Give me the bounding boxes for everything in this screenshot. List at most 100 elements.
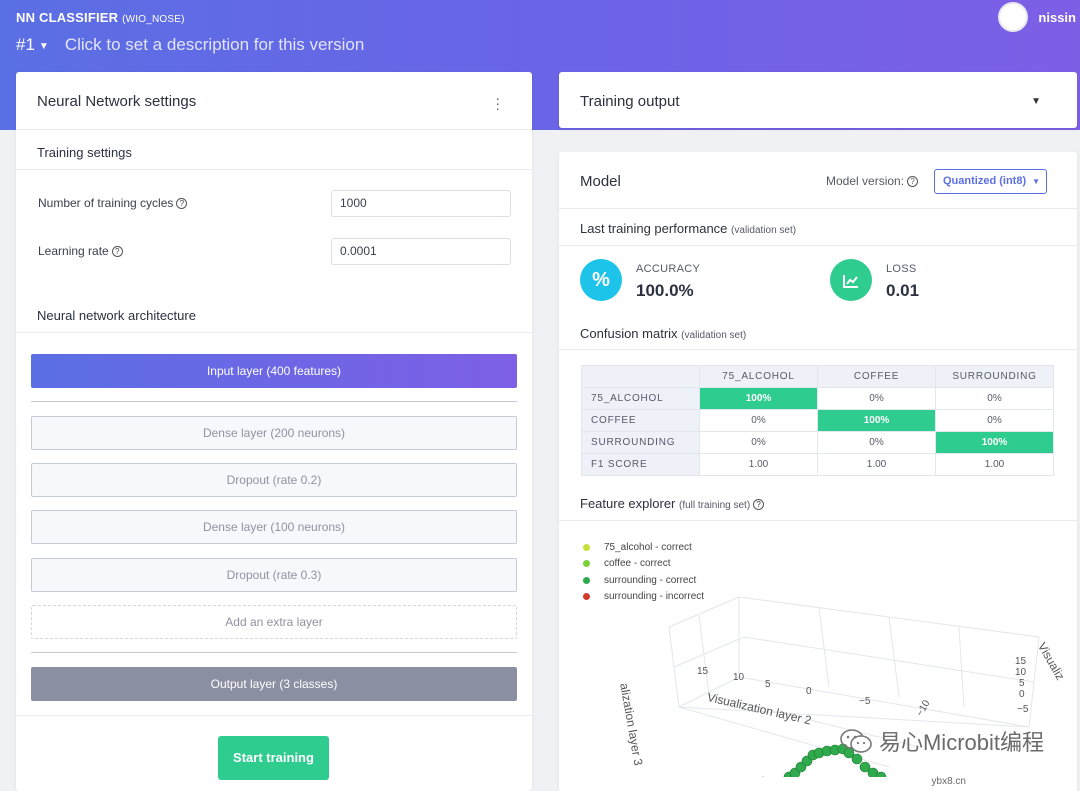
model-version-select[interactable]: Quantized (int8) ▼ <box>934 169 1047 194</box>
dropout-layer-1[interactable]: Dropout (rate 0.2) <box>31 463 517 497</box>
legend-item[interactable]: surrounding - incorrect <box>583 591 704 602</box>
training-output-card[interactable]: Training output ▼ <box>559 72 1077 128</box>
last-performance-heading: Last training performance (validation se… <box>580 221 796 236</box>
divider <box>559 349 1077 350</box>
matrix-cell: 100% <box>817 409 936 432</box>
confusion-sub: (validation set) <box>681 330 747 341</box>
loss-value: 0.01 <box>886 281 920 300</box>
user-name[interactable]: nissin <box>1038 9 1076 25</box>
matrix-col-header: 75_ALCOHOL <box>699 365 818 388</box>
feature-explorer-title: Feature explorer <box>580 496 676 511</box>
matrix-row-header: COFFEE <box>581 409 700 432</box>
training-settings-heading: Training settings <box>37 145 132 160</box>
matrix-cell: 0% <box>935 387 1054 410</box>
matrix-cell: 0% <box>935 409 1054 432</box>
legend-dot-icon <box>583 560 590 567</box>
help-icon[interactable]: ? <box>753 499 765 510</box>
matrix-cell: 1.00 <box>935 453 1054 476</box>
accuracy-value: 100.0% <box>636 281 694 300</box>
feature-explorer-sub: (full training set) <box>679 500 751 511</box>
model-card: Model Model version:? Quantized (int8) ▼… <box>559 152 1077 791</box>
user-menu[interactable]: nissin <box>998 2 1076 32</box>
cycles-input[interactable]: 1000 <box>331 190 511 217</box>
matrix-corner <box>581 365 700 388</box>
matrix-row: F1 SCORE 1.00 1.00 1.00 <box>581 453 1054 476</box>
matrix-row-header: 75_ALCOHOL <box>581 387 700 410</box>
caret-down-icon: ▼ <box>1032 177 1040 186</box>
training-output-title[interactable]: Training output <box>580 93 680 110</box>
help-icon[interactable]: ? <box>907 176 919 187</box>
nn-settings-card: Neural Network settings · · · Training set… <box>16 72 532 791</box>
learning-rate-label: Learning rate? <box>38 244 123 258</box>
tick-label: 15 <box>697 666 709 677</box>
percent-icon: % <box>580 259 622 301</box>
tick-label: 10 <box>733 672 745 683</box>
watermark-site: ybx8.cn <box>931 776 966 787</box>
project-subname: (WIO_NOSE) <box>122 14 185 25</box>
matrix-col-header: SURROUNDING <box>935 365 1054 388</box>
kebab-menu-icon[interactable]: · · · <box>495 90 500 116</box>
caret-down-icon[interactable]: ▼ <box>38 40 49 52</box>
tick-label: 5 <box>765 679 771 690</box>
help-icon[interactable]: ? <box>111 246 123 257</box>
dropout-layer-2[interactable]: Dropout (rate 0.3) <box>31 558 517 592</box>
chart-icon <box>830 259 872 301</box>
tick-label: 0 <box>1019 689 1025 700</box>
version-number: #1 <box>16 35 35 54</box>
legend-dot-icon <box>583 544 590 551</box>
layer-separator <box>31 652 517 653</box>
matrix-cell: 0% <box>817 387 936 410</box>
model-version-label: Model version:? <box>826 174 919 188</box>
divider <box>559 208 1077 209</box>
matrix-row-header: F1 SCORE <box>581 453 700 476</box>
confusion-matrix: 75_ALCOHOL COFFEE SURROUNDING 75_ALCOHOL… <box>581 365 1054 476</box>
divider <box>559 520 1077 521</box>
project-name: NN CLASSIFIER <box>16 10 119 25</box>
confusion-title: Confusion matrix <box>580 326 678 341</box>
feature-explorer-heading: Feature explorer (full training set)? <box>580 496 765 511</box>
divider <box>16 169 532 170</box>
chevron-down-icon[interactable]: ▼ <box>1031 96 1041 107</box>
output-layer[interactable]: Output layer (3 classes) <box>31 667 517 701</box>
matrix-row: SURROUNDING 0% 0% 100% <box>581 431 1054 454</box>
layer-separator <box>31 401 517 402</box>
divider <box>16 332 532 333</box>
watermark: 易心Microbit编程 <box>839 725 1044 757</box>
matrix-row-header: SURROUNDING <box>581 431 700 454</box>
avatar[interactable] <box>998 2 1029 32</box>
add-layer-button[interactable]: Add an extra layer <box>31 605 517 639</box>
matrix-cell: 0% <box>699 431 818 454</box>
cycles-label-text: Number of training cycles <box>38 196 174 210</box>
dense-layer-1[interactable]: Dense layer (200 neurons) <box>31 416 517 450</box>
project-title[interactable]: NN CLASSIFIER (WIO_NOSE) <box>16 10 185 25</box>
legend-label: 75_alcohol - correct <box>604 542 692 553</box>
matrix-cell: 100% <box>699 387 818 410</box>
plot-grid <box>668 596 1040 768</box>
dense-layer-2[interactable]: Dense layer (100 neurons) <box>31 510 517 544</box>
start-training-button[interactable]: Start training <box>218 736 329 780</box>
legend-item[interactable]: surrounding - correct <box>583 575 696 586</box>
divider <box>559 245 1077 246</box>
matrix-row: 75_ALCOHOL 100% 0% 0% <box>581 387 1054 410</box>
version-selector[interactable]: #1 ▼ Click to set a description for this… <box>16 35 364 55</box>
model-title: Model <box>580 173 621 190</box>
tick-label: 15 <box>1015 656 1027 667</box>
tick-label: 5 <box>1019 678 1025 689</box>
legend-item[interactable]: 75_alcohol - correct <box>583 542 692 553</box>
matrix-cell: 0% <box>817 431 936 454</box>
loss-label: LOSS <box>886 263 917 275</box>
legend-dot-icon <box>583 593 590 600</box>
legend-item[interactable]: coffee - correct <box>583 558 671 569</box>
last-performance-text: Last training performance <box>580 221 728 236</box>
learning-rate-label-text: Learning rate <box>38 244 109 258</box>
matrix-col-header: COFFEE <box>817 365 936 388</box>
version-description[interactable]: Click to set a description for this vers… <box>64 35 365 54</box>
input-layer[interactable]: Input layer (400 features) <box>31 354 517 388</box>
matrix-cell: 1.00 <box>699 453 818 476</box>
legend-dot-icon <box>583 577 590 584</box>
divider <box>16 715 532 716</box>
learning-rate-input[interactable]: 0.0001 <box>331 238 511 265</box>
help-icon[interactable]: ? <box>176 198 188 209</box>
confusion-heading: Confusion matrix (validation set) <box>580 326 746 341</box>
divider <box>16 129 532 130</box>
